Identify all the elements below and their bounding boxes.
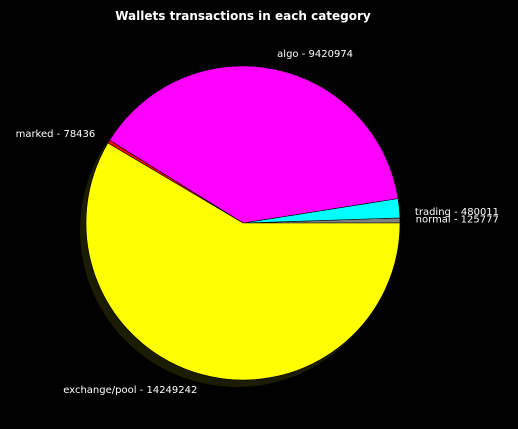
pie-slice-exchange-pool (85, 142, 401, 381)
slice-label-marked: marked - 78436 (16, 129, 96, 140)
slice-label-algo: algo - 9420974 (277, 49, 353, 60)
slice-label-trading: trading - 480011 (415, 207, 499, 218)
chart-title: Wallets transactions in each category (115, 9, 371, 23)
pie-slices (85, 65, 401, 381)
pie-slice-algo (109, 65, 399, 224)
slice-label-normal: normal - 125777 (416, 215, 499, 226)
slice-label-exchange-pool: exchange/pool - 14249242 (63, 385, 197, 396)
